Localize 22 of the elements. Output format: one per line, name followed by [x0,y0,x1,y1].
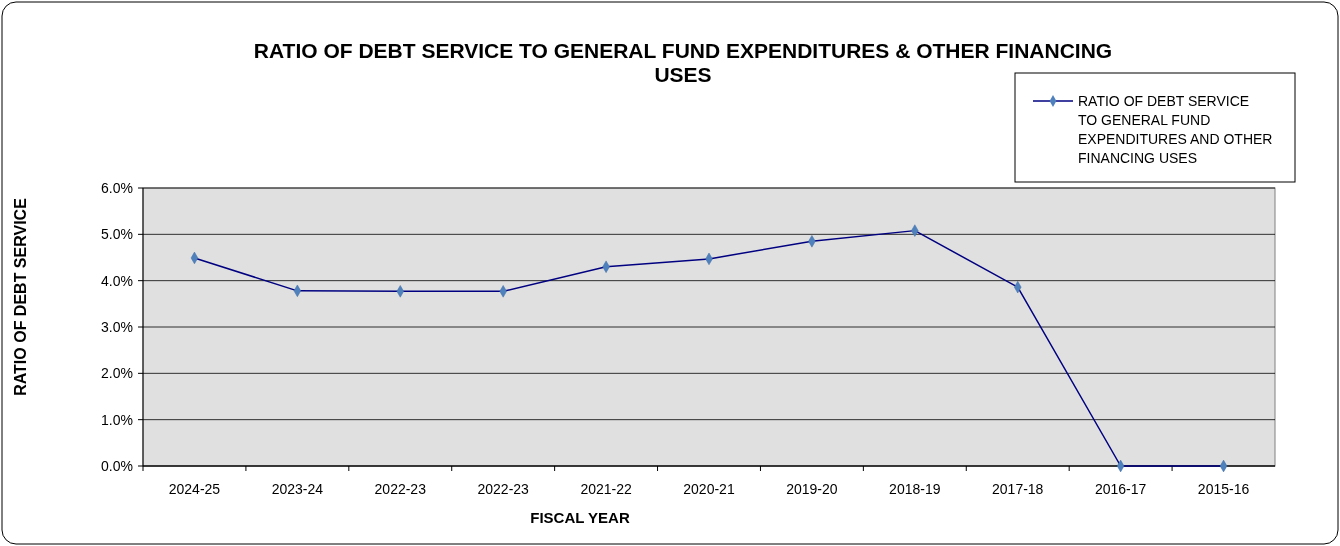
x-tick-label: 2018-19 [889,481,941,497]
y-tick-label: 1.0% [101,411,133,428]
x-axis-title: FISCAL YEAR [530,509,630,526]
x-tick-label: 2022-23 [374,481,427,497]
y-axis-title: RATIO OF DEBT SERVICE [12,197,29,396]
y-tick-label: 5.0% [101,226,133,243]
y-tick-label: 4.0% [101,272,133,289]
x-tick-label: 2020-21 [683,481,735,497]
x-tick-label: 2024-25 [168,481,221,497]
legend-label: RATIO OF DEBT SERVICE TO GENERAL FUND EXPENDITURES AND OTHER FINANCING USES [1078,92,1273,166]
x-tick-label: 2015-16 [1197,481,1250,497]
y-tick-label: 0.0% [101,457,133,474]
x-tick-label: 2016-17 [1094,481,1147,497]
x-tick-label: 2023-24 [271,481,324,497]
y-tick-label: 3.0% [101,318,133,335]
y-tick-label: 2.0% [101,365,133,382]
x-tick-label: 2019-20 [786,481,838,497]
x-tick-label: 2017-18 [992,481,1044,497]
chart-title: RATIO OF DEBT SERVICE TO GENERAL FUND EXPENDITURES & OTHER FINANCING USES [253,39,1113,86]
x-tick-label: 2021-22 [580,481,632,497]
y-tick-label: 6.0% [101,179,133,196]
x-tick-label: 2022-23 [477,481,530,497]
